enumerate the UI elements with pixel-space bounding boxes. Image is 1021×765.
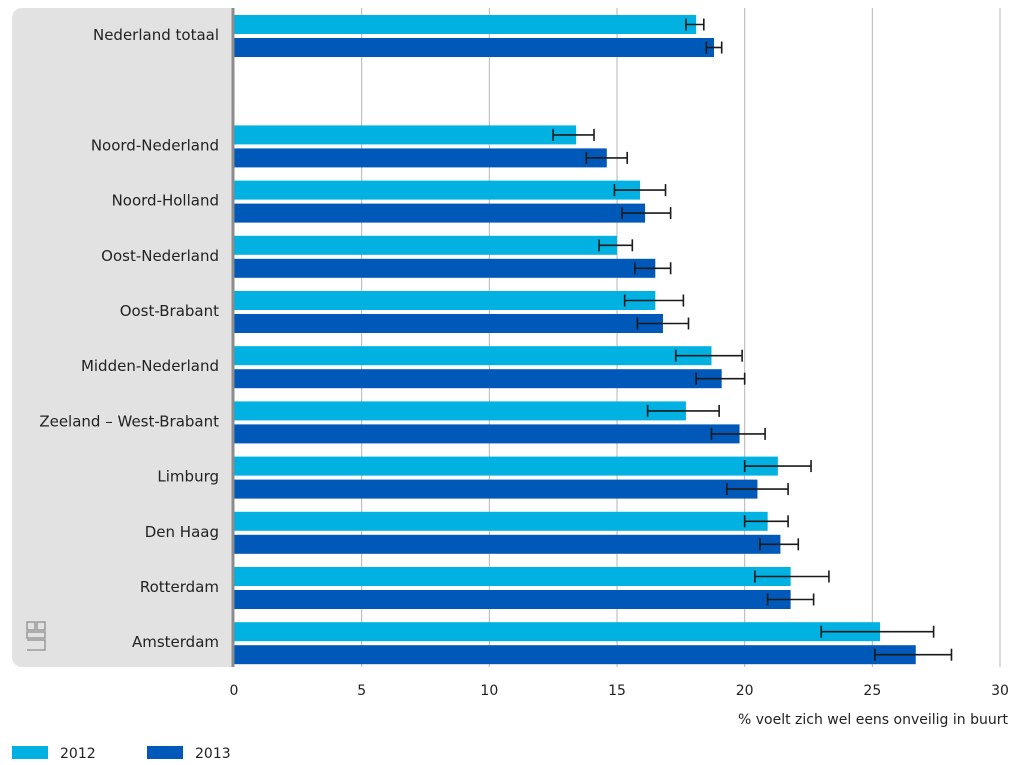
bar-2013 bbox=[234, 203, 646, 223]
x-tick-label: 0 bbox=[230, 683, 239, 699]
error-bar bbox=[695, 372, 746, 385]
bar-2012 bbox=[234, 622, 880, 642]
error-bar bbox=[598, 239, 634, 252]
error-bar bbox=[759, 538, 800, 551]
category-label: Rotterdam bbox=[140, 578, 219, 596]
category-label: Zeeland – West-Brabant bbox=[39, 412, 219, 430]
category-label: Noord-Nederland bbox=[91, 136, 219, 154]
x-tick-labels: 0 5 10 15 20 25 30 bbox=[230, 683, 1009, 699]
bars bbox=[234, 15, 916, 665]
error-bar bbox=[766, 593, 815, 606]
bar-2012 bbox=[234, 180, 640, 200]
x-tick-label: 20 bbox=[736, 683, 754, 699]
category-label: Limburg bbox=[157, 468, 219, 486]
category-label: Midden-Nederland bbox=[81, 357, 219, 375]
bar-2012 bbox=[234, 511, 768, 531]
error-bar bbox=[874, 648, 953, 661]
bar-2013 bbox=[234, 369, 722, 389]
category-panel bbox=[12, 8, 234, 667]
x-tick-label: 5 bbox=[357, 683, 366, 699]
bar-2012 bbox=[234, 456, 778, 476]
category-label: Den Haag bbox=[145, 523, 219, 541]
category-label: Noord-Holland bbox=[112, 192, 219, 210]
legend: 2012 2013 bbox=[12, 746, 231, 762]
legend-swatch bbox=[12, 746, 48, 759]
bar-2012 bbox=[234, 291, 656, 310]
bar-2012 bbox=[234, 401, 686, 421]
bar-2012 bbox=[234, 125, 577, 145]
x-axis-title: % voelt zich wel eens onveilig in buurt bbox=[738, 712, 1008, 728]
bar-2013 bbox=[234, 645, 916, 665]
grid-lines bbox=[361, 8, 1001, 667]
error-bar bbox=[705, 41, 723, 54]
error-bar bbox=[743, 460, 812, 473]
category-label: Amsterdam bbox=[132, 633, 219, 651]
legend-item: 2012 bbox=[12, 746, 96, 762]
bar-2013 bbox=[234, 38, 715, 57]
error-bar bbox=[685, 18, 705, 31]
error-bar bbox=[820, 625, 935, 638]
error-bars bbox=[552, 18, 953, 661]
legend-label: 2012 bbox=[60, 746, 96, 762]
bar-2013 bbox=[234, 148, 607, 168]
error-bar bbox=[623, 294, 685, 307]
bar-2012 bbox=[234, 346, 712, 366]
error-bar bbox=[613, 184, 667, 197]
bar-2013 bbox=[234, 258, 656, 278]
cbs-logo-icon bbox=[26, 621, 46, 651]
category-label: Oost-Brabant bbox=[120, 302, 219, 320]
error-bar bbox=[754, 570, 830, 583]
error-bar bbox=[725, 483, 789, 496]
error-bar bbox=[552, 128, 595, 141]
error-bar bbox=[646, 404, 720, 417]
x-tick-label: 10 bbox=[480, 683, 498, 699]
bar-2013 bbox=[234, 424, 740, 444]
error-bar bbox=[710, 427, 766, 440]
error-bar bbox=[585, 151, 629, 164]
error-bar bbox=[636, 317, 690, 330]
bar-2013 bbox=[234, 534, 781, 554]
legend-item: 2013 bbox=[147, 746, 231, 762]
error-bar bbox=[634, 262, 672, 275]
bar-2012 bbox=[234, 235, 617, 255]
bar-2013 bbox=[234, 314, 663, 333]
error-bar bbox=[621, 207, 672, 220]
legend-swatch bbox=[147, 746, 183, 759]
error-bar bbox=[743, 515, 789, 528]
x-tick-label: 25 bbox=[863, 683, 881, 699]
category-label: Nederland totaal bbox=[93, 26, 219, 44]
legend-label: 2013 bbox=[195, 746, 231, 762]
x-tick-label: 15 bbox=[608, 683, 626, 699]
bar-2013 bbox=[234, 590, 791, 609]
category-labels: Nederland totaal Noord-Nederland Noord-Hol… bbox=[39, 26, 219, 651]
error-bar bbox=[674, 349, 743, 362]
x-tick-label: 30 bbox=[991, 683, 1009, 699]
bar-2013 bbox=[234, 479, 758, 499]
bar-2012 bbox=[234, 567, 791, 586]
category-label: Oost-Nederland bbox=[101, 247, 219, 265]
bar-2012 bbox=[234, 15, 697, 34]
